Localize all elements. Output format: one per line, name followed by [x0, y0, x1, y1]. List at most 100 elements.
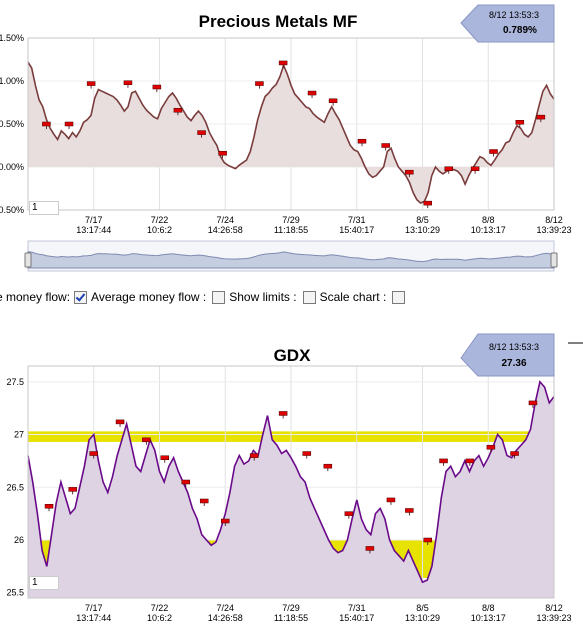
flow-marker	[218, 150, 227, 156]
series-line	[27, 380, 555, 584]
flow-marker	[302, 451, 312, 456]
flow-marker	[405, 169, 414, 175]
x-tick-label: 13:39:23	[536, 613, 571, 623]
value-tooltip: 8/12 13:53:3 0.789%	[460, 4, 555, 43]
x-tick-label: 8/5	[416, 215, 429, 225]
x-tick-label: 7/29	[282, 603, 300, 613]
x-tick-label: 11:18:55	[274, 613, 308, 623]
range-navigator[interactable]	[24, 240, 558, 272]
flow-marker	[278, 60, 288, 66]
y-tick-label: -0.50%	[0, 205, 24, 215]
flow-marker	[64, 121, 74, 127]
value-tooltip: 8/12 13:53:3 27.36	[460, 333, 555, 377]
money-flow-checkbox[interactable]	[74, 290, 88, 304]
x-tick-label: 7/31	[348, 603, 366, 613]
flow-marker	[528, 400, 538, 406]
x-tick-label: 7/24	[216, 603, 234, 613]
scale-chart-checkbox[interactable]	[392, 290, 406, 304]
chart-options-bar: e money flow: Average money flow : Show …	[0, 288, 583, 306]
x-tick-label: 10:6:2	[147, 613, 172, 623]
flow-marker	[278, 411, 288, 416]
flow-marker	[44, 504, 54, 509]
y-tick-label: 26.5	[6, 482, 24, 492]
x-tick-label: 13:10:29	[405, 225, 440, 235]
y-tick-label: 25.5	[6, 588, 24, 598]
flow-marker	[115, 419, 125, 425]
flow-marker	[249, 453, 259, 458]
x-tick-label: 15:40:17	[339, 613, 374, 623]
tooltip-time: 8/12 13:53:3	[489, 342, 539, 352]
average-money-flow-label: Average money flow :	[91, 290, 207, 304]
flow-marker	[515, 120, 525, 125]
y-tick-label: 1.00%	[0, 76, 24, 86]
flow-marker	[405, 508, 414, 513]
flow-marker	[307, 90, 317, 96]
zoom-input[interactable]: 1	[29, 201, 59, 215]
x-tick-label: 7/17	[85, 215, 103, 225]
y-tick-label: 0.00%	[0, 162, 24, 172]
flow-marker	[173, 107, 183, 113]
flow-marker	[181, 479, 191, 485]
flow-marker	[536, 114, 546, 120]
range-handle-right[interactable]	[550, 252, 558, 268]
flow-marker	[89, 451, 98, 456]
flow-marker	[197, 130, 206, 135]
x-tick-label: 14:26:58	[208, 225, 243, 235]
x-tick-label: 10:6:2	[147, 225, 172, 235]
x-tick-label: 13:10:29	[405, 613, 440, 623]
x-tick-label: 7/22	[151, 215, 169, 225]
y-tick-label: 26	[14, 535, 24, 545]
flow-marker	[142, 437, 151, 443]
flow-marker	[423, 537, 433, 543]
chart-title: GDX	[274, 346, 312, 365]
flow-marker	[386, 497, 396, 503]
series-line	[27, 61, 555, 205]
flow-marker	[221, 518, 230, 524]
x-tick-label: 13:17:44	[76, 613, 111, 623]
zoom-input[interactable]: 1	[29, 576, 59, 590]
x-tick-label: 8/8	[482, 215, 495, 225]
flow-marker	[465, 458, 475, 464]
flow-marker	[152, 84, 162, 90]
x-tick-label: 7/29	[282, 215, 300, 225]
series-area	[28, 381, 554, 598]
x-tick-label: 13:17:44	[76, 225, 111, 235]
x-tick-label: 7/17	[85, 603, 103, 613]
flow-marker	[365, 546, 375, 551]
flow-marker	[199, 498, 209, 504]
range-handle-left[interactable]	[24, 252, 32, 268]
flow-marker	[86, 81, 96, 86]
flow-marker	[323, 463, 333, 469]
precious-metals-chart: Precious Metals MF 1.50% 1.00% 0.50% 0.00% -…	[0, 4, 572, 272]
x-tick-label: 8/12	[545, 215, 563, 225]
x-tick-label: 7/24	[216, 215, 234, 225]
series-area	[28, 62, 554, 204]
flow-marker	[42, 121, 51, 127]
tooltip-value: 0.789%	[503, 25, 537, 36]
flow-marker	[160, 455, 170, 460]
flow-marker	[470, 166, 480, 171]
show-limits-label: Show limits :	[229, 290, 297, 304]
flow-marker	[510, 451, 519, 456]
x-tick-label: 7/22	[151, 603, 169, 613]
flow-marker	[328, 98, 338, 104]
show-limits-checkbox[interactable]	[302, 290, 316, 304]
flow-marker	[423, 200, 433, 206]
y-tick-label: 1.50%	[0, 33, 24, 43]
y-tick-label: 0.50%	[0, 119, 24, 129]
tooltip-time: 8/12 13:53:3	[489, 10, 539, 20]
tooltip-value: 27.36	[501, 358, 526, 369]
x-tick-label: 15:40:17	[339, 225, 374, 235]
average-money-flow-checkbox[interactable]	[212, 290, 226, 304]
flow-marker	[489, 149, 498, 154]
flow-marker	[344, 511, 354, 516]
x-tick-label: 10:13:17	[471, 225, 506, 235]
x-tick-label: 7/31	[348, 215, 366, 225]
x-tick-label: 14:26:58	[208, 613, 243, 623]
y-tick-label: 27	[14, 430, 24, 440]
flow-marker	[381, 143, 390, 148]
money-flow-label: e money flow:	[0, 290, 71, 304]
chart-title: Precious Metals MF	[199, 12, 358, 31]
y-tick-label: 27.5	[6, 377, 24, 387]
